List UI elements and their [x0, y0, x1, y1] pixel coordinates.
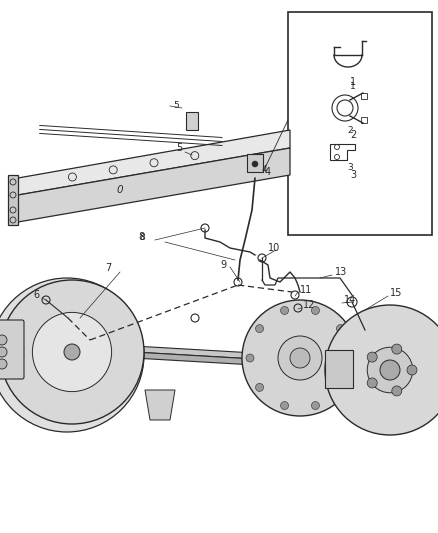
Circle shape: [367, 348, 413, 393]
Circle shape: [32, 312, 112, 392]
Circle shape: [0, 278, 144, 432]
Circle shape: [0, 335, 7, 345]
Circle shape: [242, 300, 358, 416]
FancyBboxPatch shape: [0, 320, 24, 379]
Circle shape: [336, 383, 344, 391]
Circle shape: [325, 305, 438, 435]
Circle shape: [64, 344, 80, 360]
Circle shape: [246, 354, 254, 362]
Polygon shape: [30, 340, 410, 368]
Circle shape: [252, 161, 258, 167]
Circle shape: [336, 325, 344, 333]
Circle shape: [392, 386, 402, 396]
Circle shape: [380, 360, 400, 380]
Circle shape: [0, 347, 7, 357]
Text: 9: 9: [220, 260, 226, 270]
Circle shape: [290, 348, 310, 368]
Text: 5: 5: [173, 101, 179, 110]
Bar: [358, 348, 380, 368]
Text: 13: 13: [335, 267, 347, 277]
Circle shape: [278, 336, 322, 380]
Circle shape: [281, 306, 289, 314]
Polygon shape: [30, 346, 410, 374]
Text: 3: 3: [350, 170, 356, 180]
Circle shape: [346, 354, 354, 362]
Circle shape: [255, 383, 264, 391]
Bar: [288, 12, 432, 235]
Circle shape: [367, 352, 377, 362]
Text: 3: 3: [347, 163, 353, 172]
Polygon shape: [8, 175, 18, 225]
Text: 4: 4: [262, 165, 268, 174]
Text: 4: 4: [265, 167, 271, 177]
Text: 1: 1: [350, 82, 356, 91]
Circle shape: [367, 378, 377, 388]
Text: 10: 10: [268, 243, 280, 253]
Text: 1: 1: [350, 77, 356, 87]
Bar: [361, 93, 367, 99]
Text: 5: 5: [176, 143, 182, 153]
Bar: [186, 112, 198, 130]
Circle shape: [255, 325, 264, 333]
Circle shape: [392, 344, 402, 354]
Text: 14: 14: [344, 295, 356, 305]
Circle shape: [407, 365, 417, 375]
Text: 12: 12: [303, 300, 315, 310]
Text: 11: 11: [300, 285, 312, 295]
Text: 6: 6: [33, 290, 39, 300]
Circle shape: [311, 306, 319, 314]
Text: 2: 2: [347, 126, 353, 135]
Text: 8: 8: [138, 232, 144, 242]
Polygon shape: [18, 130, 290, 195]
Text: 2: 2: [350, 130, 356, 140]
Text: 0: 0: [117, 185, 124, 195]
Text: 8: 8: [139, 233, 145, 242]
Text: 15: 15: [390, 288, 403, 298]
Circle shape: [0, 280, 144, 424]
Bar: [325, 350, 353, 388]
Circle shape: [0, 359, 7, 369]
Bar: [247, 154, 263, 172]
Polygon shape: [18, 148, 290, 222]
Polygon shape: [145, 390, 175, 420]
Text: 7: 7: [105, 263, 111, 273]
Circle shape: [311, 401, 319, 409]
Circle shape: [281, 401, 289, 409]
Bar: [361, 117, 367, 123]
